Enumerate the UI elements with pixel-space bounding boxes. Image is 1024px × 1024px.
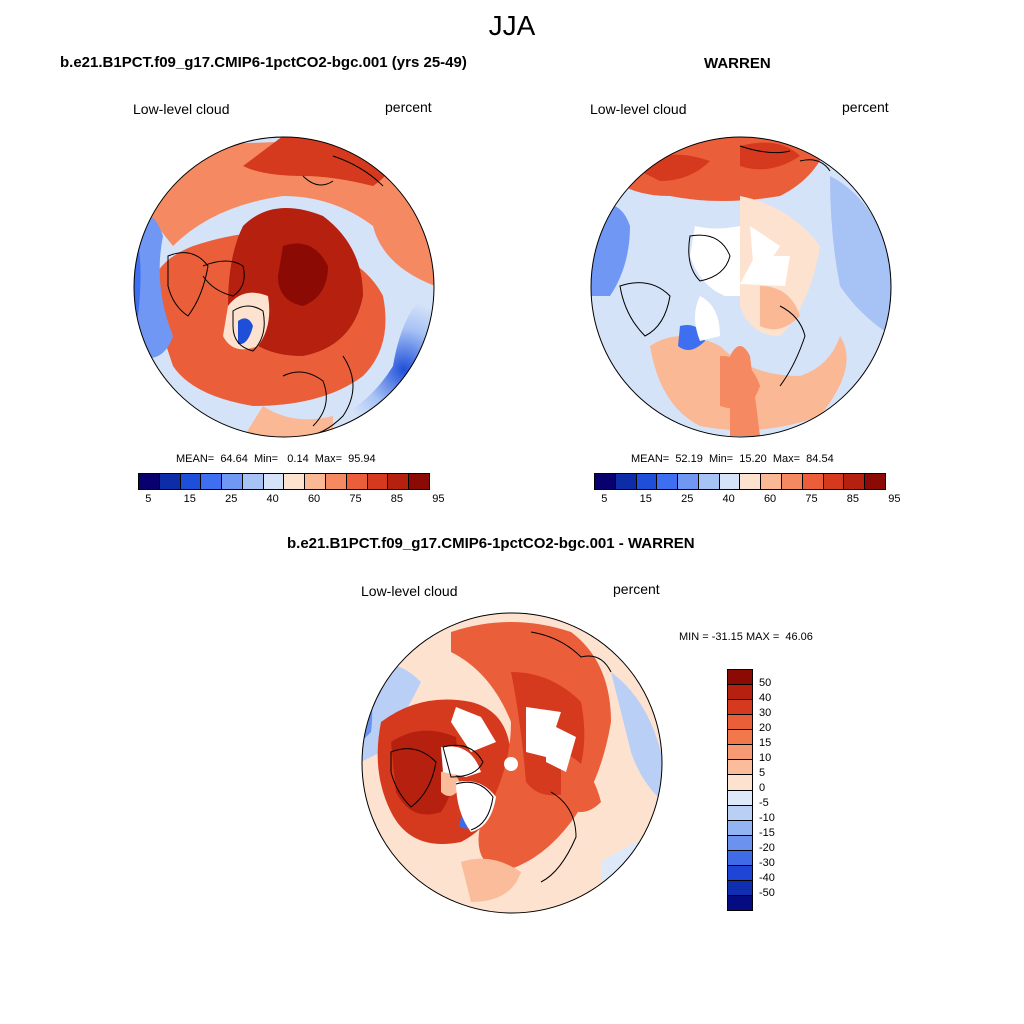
panel2-units-label: percent: [842, 99, 889, 115]
colorbar-swatch: [728, 880, 752, 896]
colorbar-tick-label: 60: [307, 493, 321, 505]
panel3-variable-label: Low-level cloud: [361, 583, 458, 599]
panel1-variable-label: Low-level cloud: [133, 101, 230, 117]
colorbar-tick-label: 25: [225, 493, 238, 505]
colorbar-swatch: [761, 474, 783, 489]
colorbar-swatch: [636, 474, 658, 489]
panel3-polar-map: [361, 612, 663, 914]
colorbar-tick-label: 95: [888, 493, 901, 505]
colorbar-swatch: [367, 474, 389, 489]
colorbar-swatch: [222, 474, 243, 489]
colorbar-swatch: [740, 474, 762, 489]
colorbar-swatch: [615, 474, 637, 489]
colorbar-swatch: [782, 474, 803, 489]
colorbar-swatch: [242, 474, 264, 489]
colorbar-tick-label: 10: [759, 752, 772, 764]
panel1-stats: MEAN= 64.64 Min= 0.14 Max= 95.94: [176, 453, 376, 465]
colorbar-swatch: [728, 790, 752, 806]
colorbar-tick-label: -5: [759, 797, 769, 809]
colorbar-tick-label: 5: [601, 493, 608, 505]
panel3-colorbar-labels: 50 40 30 20 15 10 5 0 -5 -10 -15 -20 -30 -40 -50: [759, 669, 799, 909]
colorbar-tick-label: -50: [759, 887, 775, 899]
colorbar-tick-label: -30: [759, 857, 775, 869]
colorbar-tick-label: 20: [759, 722, 772, 734]
colorbar-tick-label: 60: [763, 493, 777, 505]
colorbar-swatch: [728, 865, 752, 881]
colorbar-tick-label: 50: [759, 677, 772, 689]
colorbar-tick-label: 75: [805, 493, 818, 505]
panel3-units-label: percent: [613, 581, 660, 597]
colorbar-tick-label: -40: [759, 872, 775, 884]
colorbar-tick-label: 25: [681, 493, 694, 505]
colorbar-tick-label: 40: [266, 493, 279, 505]
colorbar-tick-label: 85: [390, 493, 404, 505]
colorbar-swatch: [728, 700, 752, 716]
panel3-colorbar: [727, 669, 753, 911]
colorbar-tick-label: 40: [722, 493, 735, 505]
panel2-variable-label: Low-level cloud: [590, 101, 687, 117]
panel2-colorbar-labels: 5 15 25 40 60 75 85 95: [594, 493, 900, 507]
colorbar-tick-label: -15: [759, 827, 775, 839]
colorbar-swatch: [728, 850, 752, 866]
colorbar-tick-label: 15: [183, 493, 196, 505]
colorbar-swatch: [728, 670, 752, 686]
colorbar-tick-label: 95: [432, 493, 445, 505]
panel2-polar-map: [590, 136, 892, 438]
colorbar-swatch: [388, 474, 410, 489]
colorbar-swatch: [728, 775, 752, 791]
panel1-polar-map: [133, 136, 435, 438]
panel2-title: WARREN: [704, 55, 771, 72]
colorbar-swatch: [263, 474, 285, 489]
panel3-stats: MIN = -31.15 MAX = 46.06: [679, 631, 813, 643]
colorbar-tick-label: 15: [759, 737, 772, 749]
colorbar-swatch: [409, 474, 429, 489]
colorbar-tick-label: -20: [759, 842, 775, 854]
panel1-units-label: percent: [385, 99, 432, 115]
panel2-colorbar: [594, 473, 886, 490]
colorbar-swatch: [346, 474, 368, 489]
colorbar-swatch: [180, 474, 202, 489]
colorbar-tick-label: 15: [639, 493, 652, 505]
colorbar-swatch: [698, 474, 720, 489]
colorbar-swatch: [305, 474, 327, 489]
colorbar-swatch: [326, 474, 347, 489]
colorbar-tick-label: 30: [759, 707, 772, 719]
colorbar-swatch: [159, 474, 181, 489]
panel2-stats: MEAN= 52.19 Min= 15.20 Max= 84.54: [631, 453, 834, 465]
colorbar-swatch: [728, 835, 752, 851]
colorbar-swatch: [595, 474, 616, 489]
colorbar-swatch: [719, 474, 741, 489]
colorbar-tick-label: 85: [846, 493, 860, 505]
colorbar-swatch: [728, 805, 752, 821]
colorbar-tick-label: -10: [759, 812, 775, 824]
colorbar-swatch: [844, 474, 866, 489]
main-title: JJA: [488, 10, 536, 41]
colorbar-swatch: [284, 474, 306, 489]
colorbar-swatch: [201, 474, 223, 489]
colorbar-swatch: [823, 474, 845, 489]
colorbar-swatch: [802, 474, 824, 489]
colorbar-swatch: [728, 745, 752, 761]
colorbar-swatch: [728, 685, 752, 701]
colorbar-swatch: [728, 730, 752, 746]
colorbar-swatch: [728, 715, 752, 731]
colorbar-tick-label: 40: [759, 692, 772, 704]
colorbar-swatch: [728, 760, 752, 776]
colorbar-tick-label: 5: [759, 767, 766, 779]
colorbar-swatch: [678, 474, 699, 489]
colorbar-tick-label: 0: [759, 782, 766, 794]
colorbar-swatch: [139, 474, 160, 489]
colorbar-swatch: [728, 895, 752, 910]
colorbar-swatch: [728, 820, 752, 836]
colorbar-tick-label: 5: [145, 493, 152, 505]
colorbar-swatch: [657, 474, 679, 489]
panel3-title: b.e21.B1PCT.f09_g17.CMIP6-1pctCO2-bgc.00…: [287, 535, 695, 552]
colorbar-tick-label: 75: [349, 493, 362, 505]
colorbar-swatch: [865, 474, 885, 489]
panel1-colorbar-labels: 5 15 25 40 60 75 85 95: [138, 493, 444, 507]
panel1-title: b.e21.B1PCT.f09_g17.CMIP6-1pctCO2-bgc.00…: [60, 54, 467, 71]
panel1-colorbar: [138, 473, 430, 490]
